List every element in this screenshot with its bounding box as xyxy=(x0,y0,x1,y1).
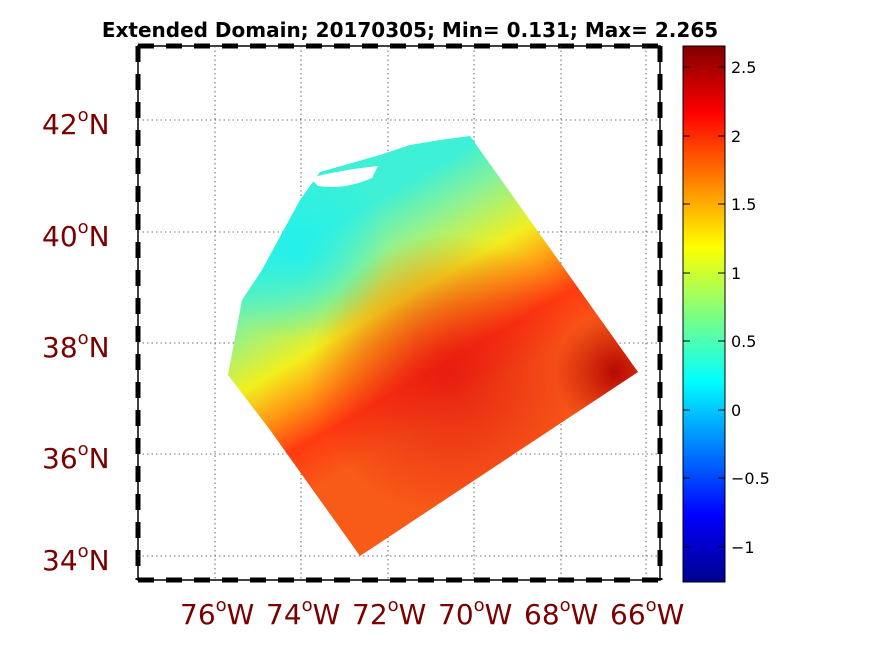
colorbar-label-2.5: 2.5 xyxy=(731,58,756,77)
colorbar-labels: 2.5 2 1.5 1 0.5 0 −0.5 −1 xyxy=(731,58,770,557)
colorbar-label-2: 2 xyxy=(731,127,741,146)
colorbar-label-neg1: −1 xyxy=(731,538,755,557)
colorbar-ticks xyxy=(683,66,725,548)
lon-label-74: 74oW xyxy=(266,595,340,631)
colorbar-label-1: 1 xyxy=(731,264,741,283)
lat-label-42: 42oN xyxy=(42,105,110,141)
lat-label-40: 40oN xyxy=(42,217,110,253)
longitude-labels: 76oW 74oW 72oW 70oW 68oW 66oW xyxy=(180,595,684,631)
colorbar-label-0.5: 0.5 xyxy=(731,332,756,351)
lon-label-72: 72oW xyxy=(352,595,426,631)
lon-label-66: 66oW xyxy=(610,595,684,631)
lon-label-70: 70oW xyxy=(438,595,512,631)
lon-label-76: 76oW xyxy=(180,595,254,631)
lat-label-36: 36oN xyxy=(42,439,110,475)
colorbar xyxy=(682,45,726,583)
lon-label-68: 68oW xyxy=(524,595,598,631)
colorbar-label-0: 0 xyxy=(731,401,741,420)
coastline-notch xyxy=(310,166,378,187)
colorbar-label-1.5: 1.5 xyxy=(731,195,756,214)
map-frame xyxy=(135,43,663,583)
lat-label-38: 38oN xyxy=(42,328,110,364)
latitude-labels: 42oN 40oN 38oN 36oN 34oN xyxy=(42,105,110,577)
colorbar-label-neg0.5: −0.5 xyxy=(731,469,770,488)
lat-label-34: 34oN xyxy=(42,541,110,577)
map-title: Extended Domain; 20170305; Min= 0.131; M… xyxy=(101,18,719,42)
